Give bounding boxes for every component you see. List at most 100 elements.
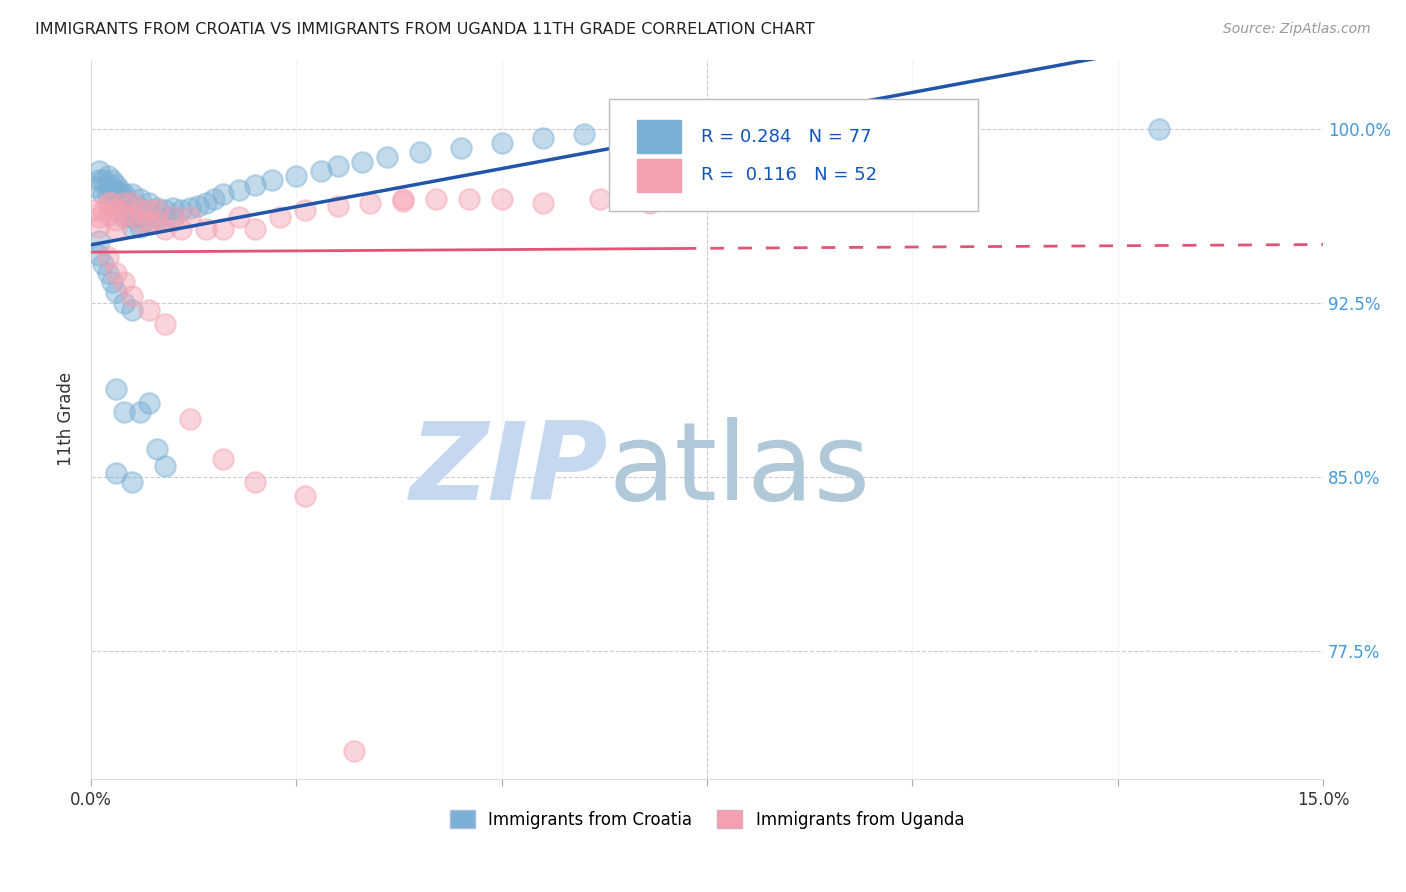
Point xyxy=(211,222,233,236)
Point xyxy=(104,187,127,202)
Point xyxy=(245,178,267,192)
Point xyxy=(153,222,176,236)
Point xyxy=(211,451,233,466)
Point xyxy=(352,154,374,169)
Point xyxy=(121,187,143,202)
Point xyxy=(458,192,481,206)
Point xyxy=(294,489,316,503)
Point xyxy=(129,215,152,229)
Point xyxy=(89,219,111,234)
FancyBboxPatch shape xyxy=(637,120,682,153)
Point xyxy=(93,257,115,271)
Point xyxy=(671,192,693,206)
Point xyxy=(162,211,184,225)
Text: IMMIGRANTS FROM CROATIA VS IMMIGRANTS FROM UGANDA 11TH GRADE CORRELATION CHART: IMMIGRANTS FROM CROATIA VS IMMIGRANTS FR… xyxy=(35,22,815,37)
Point xyxy=(97,208,120,222)
Point xyxy=(121,475,143,489)
Point xyxy=(89,173,111,187)
Point xyxy=(260,173,283,187)
Point xyxy=(89,234,111,248)
Point xyxy=(121,196,143,211)
Point xyxy=(146,215,169,229)
Point xyxy=(112,405,135,419)
Point xyxy=(93,203,115,218)
Point xyxy=(572,127,595,141)
Point xyxy=(129,405,152,419)
Point xyxy=(170,222,193,236)
Point xyxy=(89,247,111,261)
Point xyxy=(121,211,143,225)
Point xyxy=(104,266,127,280)
Point xyxy=(129,201,152,215)
Point xyxy=(112,187,135,202)
Y-axis label: 11th Grade: 11th Grade xyxy=(58,372,75,467)
Point xyxy=(104,466,127,480)
Point xyxy=(100,182,122,196)
Point xyxy=(100,196,122,211)
Point xyxy=(138,303,160,318)
Point xyxy=(97,178,120,192)
Point xyxy=(491,192,513,206)
Point xyxy=(309,164,332,178)
Point xyxy=(84,203,107,218)
FancyBboxPatch shape xyxy=(609,99,979,211)
Point xyxy=(228,182,250,196)
Point xyxy=(269,211,291,225)
Point xyxy=(146,211,169,225)
Point xyxy=(294,203,316,218)
Point xyxy=(97,266,120,280)
Point xyxy=(84,180,107,194)
Point xyxy=(104,203,127,218)
Point xyxy=(112,196,135,211)
Point xyxy=(146,201,169,215)
Point xyxy=(450,141,472,155)
Text: R = 0.284   N = 77: R = 0.284 N = 77 xyxy=(702,128,872,145)
Point xyxy=(112,208,135,222)
Point xyxy=(121,203,143,218)
Point xyxy=(129,219,152,234)
Point xyxy=(129,203,152,218)
Point xyxy=(228,211,250,225)
Point xyxy=(138,206,160,220)
Point xyxy=(408,145,430,160)
Point xyxy=(89,211,111,225)
Point xyxy=(614,122,637,136)
Text: Source: ZipAtlas.com: Source: ZipAtlas.com xyxy=(1223,22,1371,37)
Point xyxy=(162,201,184,215)
Point xyxy=(195,196,218,211)
Point xyxy=(104,196,127,211)
Point xyxy=(326,199,349,213)
Point xyxy=(121,303,143,318)
Point xyxy=(104,222,127,236)
FancyBboxPatch shape xyxy=(637,159,682,192)
Point xyxy=(104,178,127,192)
Point xyxy=(153,203,176,218)
Point xyxy=(138,396,160,410)
Point xyxy=(121,219,143,234)
Point xyxy=(112,203,135,218)
Point xyxy=(146,442,169,457)
Point xyxy=(425,192,447,206)
Point xyxy=(138,215,160,229)
Text: R =  0.116   N = 52: R = 0.116 N = 52 xyxy=(702,167,877,185)
Point xyxy=(97,250,120,264)
Point xyxy=(531,196,554,211)
Point xyxy=(146,203,169,218)
Point xyxy=(153,458,176,473)
Point xyxy=(138,203,160,218)
Text: atlas: atlas xyxy=(609,417,870,523)
Point xyxy=(392,194,415,208)
Point xyxy=(97,187,120,202)
Point xyxy=(97,196,120,211)
Point xyxy=(112,211,135,225)
Point xyxy=(138,196,160,211)
Point xyxy=(108,182,131,196)
Point xyxy=(104,212,127,227)
Point xyxy=(359,196,381,211)
Point xyxy=(104,285,127,299)
Point xyxy=(202,192,225,206)
Point xyxy=(112,276,135,290)
Point xyxy=(638,196,661,211)
Point xyxy=(104,203,127,218)
Point xyxy=(326,159,349,173)
